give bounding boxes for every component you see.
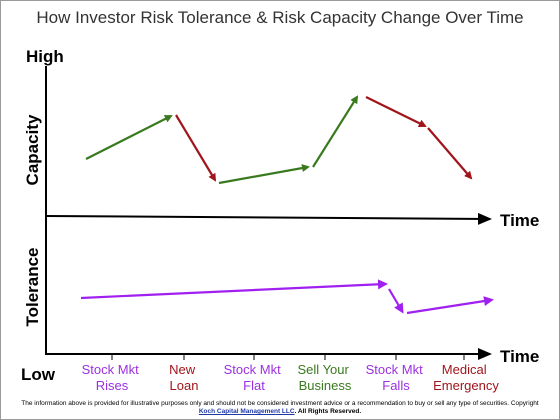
capacity-arrow-medical [427,127,473,180]
event-6-label: Medical Emergency [433,362,499,393]
capacity-arrow-new-loan [175,114,217,182]
upper-time-label: Time [500,211,539,230]
event-3-label: Stock Mkt Flat [224,362,285,393]
page-title: How Investor Risk Tolerance & Risk Capac… [36,8,523,27]
copyright-line: Koch Capital Management LLC. All Rights … [0,408,560,416]
rights-text: . All Rights Reserved. [294,408,362,415]
capacity-arrow-rises [85,115,173,160]
capacity-arrow-stock-falls [365,96,427,127]
low-label: Low [21,365,56,384]
tolerance-arrow-rise [80,279,388,300]
tolerance-label: Tolerance [23,247,42,326]
event-4-label: Sell Your Business [298,362,353,393]
event-1-label: Stock Mkt Rises [82,362,143,393]
capacity-arrow-flat [218,164,310,185]
capacity-label: Capacity [23,114,42,185]
risk-diagram: How Investor Risk Tolerance & Risk Capac… [21,8,539,393]
event-5-label: Stock Mkt Falls [366,362,427,393]
company-link[interactable]: Koch Capital Management LLC [198,408,295,415]
tolerance-arrow-fall [388,288,404,314]
event-2-label: New Loan [169,362,199,393]
upper-time-axis [45,212,492,225]
capacity-arrow-sell-business [312,95,359,168]
high-label: High [26,47,64,66]
lower-time-label: Time [500,347,539,366]
disclaimer-footer: The information above is provided for il… [0,400,560,416]
tolerance-arrow-recover [406,296,494,315]
disclaimer-text: The information above is provided for il… [21,400,539,407]
